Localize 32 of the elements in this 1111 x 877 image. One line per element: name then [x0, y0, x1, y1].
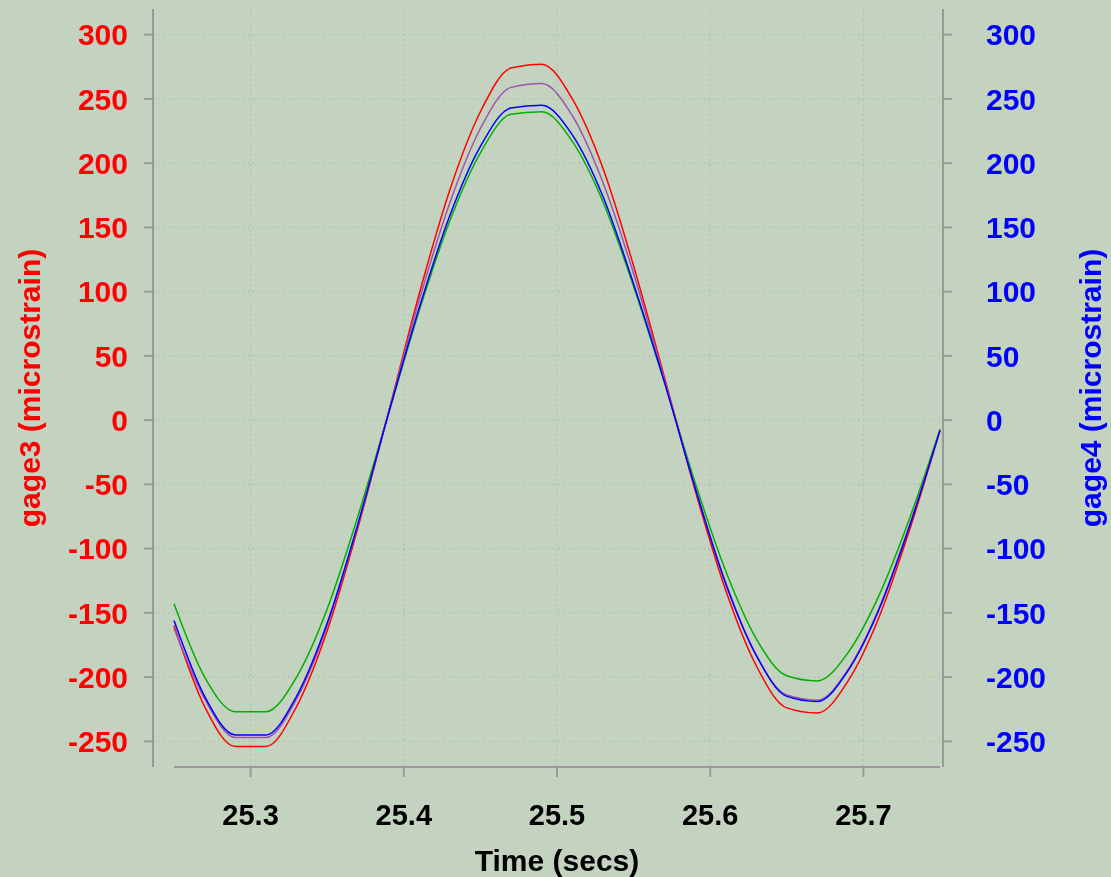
y2-tick-label: -50 — [986, 468, 1030, 502]
y-tick-label: 0 — [111, 403, 128, 437]
y-tick-label: 200 — [77, 146, 128, 180]
y2-tick-label: 150 — [986, 211, 1037, 245]
y-tick-label: 150 — [77, 211, 128, 245]
y2-tick-label: 200 — [986, 146, 1037, 180]
x-tick-label: 25.4 — [375, 799, 433, 831]
y-tick-label: 50 — [94, 339, 128, 373]
x-tick-label: 25.5 — [528, 799, 586, 831]
y-tick-label: -50 — [84, 468, 128, 502]
y2-tick-label: -250 — [986, 725, 1047, 759]
y-axis-title: gage3 (microstrain) — [13, 248, 46, 528]
y2-tick-label: 0 — [986, 403, 1003, 437]
y2-axis-title: gage4 (microstrain) — [1074, 248, 1107, 528]
y-tick-label: -200 — [67, 660, 128, 694]
y-tick-label: -100 — [67, 532, 128, 566]
y2-tick-label: 250 — [986, 82, 1037, 116]
y-tick-label: 100 — [77, 275, 128, 309]
x-axis-title: Time (secs) — [474, 844, 640, 877]
y2-tick-label: 50 — [986, 339, 1020, 373]
y-tick-label: -250 — [67, 725, 128, 759]
y2-tick-label: -200 — [986, 660, 1047, 694]
y2-tick-label: 300 — [986, 18, 1037, 52]
y-tick-label: 250 — [77, 82, 128, 116]
y-tick-label: 300 — [77, 18, 128, 52]
y2-tick-label: -150 — [986, 596, 1047, 630]
x-tick-label: 25.3 — [222, 799, 279, 831]
y2-tick-label: 100 — [986, 275, 1037, 309]
y2-tick-label: -100 — [986, 532, 1047, 566]
y-tick-label: -150 — [67, 596, 128, 630]
x-tick-label: 25.7 — [835, 799, 892, 831]
x-tick-label: 25.6 — [681, 799, 739, 831]
